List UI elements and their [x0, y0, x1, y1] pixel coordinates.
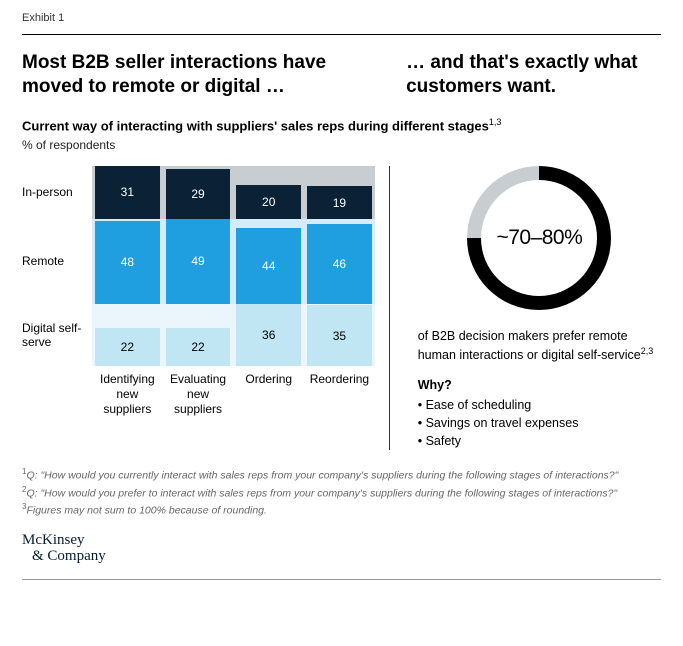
headline-left: Most B2B seller interactions have moved …	[22, 51, 366, 99]
footnotes: 1Q: "How would you currently interact wi…	[22, 466, 661, 519]
headlines: Most B2B seller interactions have moved …	[22, 51, 661, 99]
right-column: ~70–80% of B2B decision makers prefer re…	[390, 166, 661, 450]
right-copy-text: of B2B decision makers prefer remote hum…	[418, 329, 641, 362]
donut-label: ~70–80%	[496, 226, 582, 250]
chart-column-bar: 3148 22	[92, 166, 163, 366]
content-row: In-personRemoteDigital self-serve 314822…	[22, 166, 661, 450]
chart-subtitle: % of respondents	[22, 138, 661, 152]
chart-title-text: Current way of interacting with supplier…	[22, 118, 489, 133]
right-copy: of B2B decision makers prefer remote hum…	[418, 328, 661, 364]
x-label: Reordering	[304, 372, 375, 417]
x-label: Identifying new suppliers	[92, 372, 163, 417]
bar-segment: 46	[307, 224, 372, 303]
chart-column-bar: 2949 22	[163, 166, 234, 366]
bar-segment: 29	[166, 169, 231, 219]
chart-title-sup: 1,3	[489, 117, 502, 127]
y-label: Remote	[22, 219, 92, 303]
bar-segment: 22	[166, 328, 231, 366]
bar-segment: 44	[236, 228, 301, 304]
logo-line-1: McKinsey	[22, 532, 85, 548]
x-label: Ordering	[233, 372, 304, 417]
chart-header: Current way of interacting with supplier…	[22, 117, 661, 152]
footnote: 3Figures may not sum to 100% because of …	[22, 501, 661, 519]
why-list: Ease of schedulingSavings on travel expe…	[418, 396, 661, 450]
x-axis-labels: Identifying new suppliersEvaluating new …	[92, 372, 375, 417]
chart-column-bar: 19 4635	[304, 166, 375, 366]
brand-logo: McKinsey & Company	[22, 533, 661, 565]
footnote: 1Q: "How would you currently interact wi…	[22, 466, 661, 484]
chart-title: Current way of interacting with supplier…	[22, 117, 661, 135]
bar-segment: 22	[95, 328, 160, 366]
bar-segment: 35	[307, 305, 372, 365]
y-label: In-person	[22, 166, 92, 219]
chart-bars: 314822294922204436194635	[92, 166, 375, 366]
x-label: Evaluating new suppliers	[163, 372, 234, 417]
right-copy-sup: 2,3	[641, 346, 654, 356]
bar-segment: 49	[166, 219, 231, 303]
chart-area: 314822294922204436194635	[92, 166, 375, 366]
bar-segment: 31	[95, 166, 160, 219]
why-item: Ease of scheduling	[418, 396, 661, 414]
y-label: Digital self-serve	[22, 304, 92, 366]
chart-column: In-personRemoteDigital self-serve 314822…	[22, 166, 389, 450]
bar-segment: 36	[236, 304, 301, 366]
donut-hole: ~70–80%	[481, 180, 597, 296]
footnote: 2Q: "How would you prefer to interact wi…	[22, 484, 661, 502]
bottom-rule	[22, 579, 661, 580]
y-axis-labels: In-personRemoteDigital self-serve	[22, 166, 92, 366]
bar-segment: 48	[95, 221, 160, 304]
why-item: Savings on travel expenses	[418, 414, 661, 432]
headline-right: … and that's exactly what customers want…	[406, 51, 661, 99]
chart-column-bar: 20 4436	[233, 166, 304, 366]
why-item: Safety	[418, 432, 661, 450]
donut-wrap: ~70–80%	[418, 166, 661, 310]
donut-chart: ~70–80%	[467, 166, 611, 310]
bar-segment: 20	[236, 185, 301, 219]
exhibit-label: Exhibit 1	[22, 12, 661, 24]
bar-segment: 19	[307, 186, 372, 219]
chart-wrap: In-personRemoteDigital self-serve 314822…	[22, 166, 375, 366]
logo-line-2: & Company	[32, 549, 661, 565]
why-heading: Why?	[418, 378, 661, 392]
top-rule	[22, 34, 661, 35]
